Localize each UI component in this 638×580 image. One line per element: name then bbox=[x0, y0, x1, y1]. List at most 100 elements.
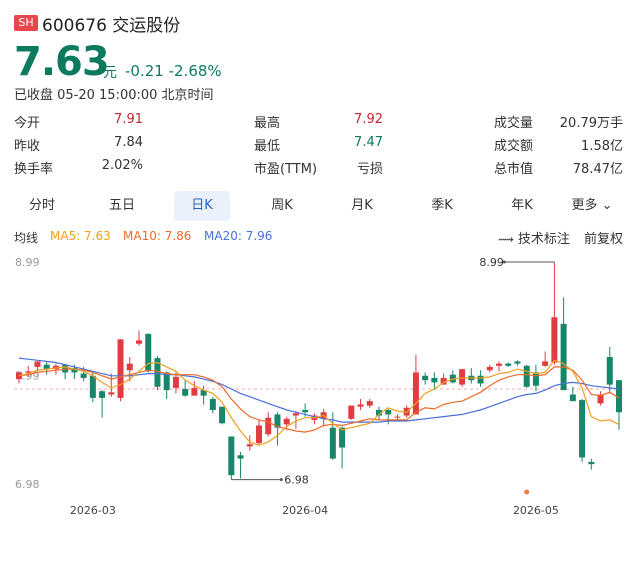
candle-body bbox=[440, 377, 447, 385]
quote-value: 2.02% bbox=[101, 158, 143, 173]
candle-body bbox=[366, 401, 373, 406]
candle-body bbox=[394, 416, 401, 418]
candle-body bbox=[182, 389, 189, 396]
candle-body bbox=[376, 410, 382, 416]
candle-body bbox=[505, 363, 512, 366]
candle-body bbox=[209, 398, 216, 410]
candle-body bbox=[80, 373, 87, 378]
price-unit: 元 bbox=[103, 65, 117, 81]
tab-1[interactable]: 分时 bbox=[14, 191, 70, 221]
x-tick-label: 2026-04 bbox=[282, 504, 328, 517]
candle-body bbox=[292, 413, 299, 416]
candle-body bbox=[219, 406, 226, 424]
exchange-badge: SH bbox=[14, 15, 38, 31]
annotation-icon: ⟿ bbox=[498, 233, 514, 246]
candle-body bbox=[616, 380, 622, 413]
tab-label: 年K bbox=[511, 198, 533, 213]
candle-body bbox=[422, 375, 429, 381]
x-tick-label: 2026-03 bbox=[70, 504, 116, 517]
tab-label: 五日 bbox=[108, 198, 135, 213]
y-tick-label: 6.98 bbox=[15, 478, 40, 491]
candle-body bbox=[348, 405, 355, 419]
candle-body bbox=[34, 361, 41, 367]
candle-body bbox=[256, 425, 262, 444]
candle-body bbox=[163, 372, 170, 391]
change-percent: -2.68% bbox=[168, 62, 222, 80]
candle-body bbox=[459, 369, 466, 385]
chevron-down-icon: ⌄ bbox=[597, 198, 613, 213]
quote-value: 1.58亿 bbox=[581, 139, 623, 154]
candle-body bbox=[385, 410, 392, 415]
candle-body bbox=[191, 387, 198, 396]
ma20-legend: MA20: 7.96 bbox=[204, 229, 273, 243]
max-pointer-dot bbox=[502, 260, 506, 264]
ma10-legend: MA10: 7.86 bbox=[123, 229, 192, 243]
quote-label: 最高 bbox=[254, 116, 281, 131]
candle-body bbox=[99, 391, 106, 398]
quote-value: 7.92 bbox=[354, 112, 383, 127]
event-marker-dot bbox=[524, 489, 530, 495]
candle-body bbox=[579, 400, 586, 458]
tab-label: 更多 bbox=[571, 198, 598, 213]
adjust-button[interactable]: 前复权 bbox=[584, 232, 624, 247]
quote-label: 换手率 bbox=[14, 162, 54, 177]
x-tick-label: 2026-05 bbox=[513, 504, 559, 517]
candle-body bbox=[200, 390, 207, 396]
tab-8[interactable]: 更多 ⌄ bbox=[560, 191, 624, 221]
candle-body bbox=[126, 363, 133, 371]
technical-annotation-button[interactable]: ⟿ 技术标注 bbox=[498, 228, 570, 247]
tab-5[interactable]: 月K bbox=[334, 191, 390, 221]
candle-body bbox=[136, 340, 142, 344]
candle-body bbox=[551, 317, 558, 363]
candle-body bbox=[542, 361, 549, 366]
candle-body bbox=[588, 461, 595, 465]
current-price: 7.63 bbox=[14, 39, 110, 85]
candle-body bbox=[117, 339, 124, 398]
price-change: -0.21 -2.68% bbox=[125, 62, 222, 80]
quote-value: 7.47 bbox=[354, 135, 383, 150]
quote-label: 今开 bbox=[14, 116, 41, 131]
quote-value: 78.47亿 bbox=[572, 162, 623, 177]
annotation-label: 技术标注 bbox=[517, 232, 570, 247]
ma5-legend: MA5: 7.63 bbox=[50, 229, 111, 243]
tab-2[interactable]: 五日 bbox=[94, 191, 150, 221]
tab-3[interactable]: 日K bbox=[174, 191, 230, 221]
quote-value: 7.91 bbox=[114, 112, 143, 127]
candle-body bbox=[486, 366, 493, 371]
candle-body bbox=[412, 372, 419, 415]
candle-body bbox=[265, 417, 272, 435]
change-amount: -0.21 bbox=[125, 62, 164, 80]
tab-label: 季K bbox=[431, 198, 453, 213]
candle-body bbox=[523, 365, 530, 387]
candle-body bbox=[560, 323, 567, 391]
candle-body bbox=[237, 455, 244, 459]
candle-body bbox=[357, 404, 364, 407]
y-tick-label: 8.99 bbox=[15, 256, 40, 269]
min-price-label: 6.98 bbox=[284, 474, 309, 487]
candle-body bbox=[514, 361, 521, 364]
ma-label: 均线 bbox=[14, 231, 39, 245]
candle-body bbox=[89, 375, 96, 398]
candle-body bbox=[25, 371, 32, 373]
quote-label: 昨收 bbox=[14, 139, 41, 154]
tab-label: 月K bbox=[351, 198, 373, 213]
candle-body bbox=[154, 358, 161, 387]
candle-body bbox=[339, 427, 346, 448]
market-status: 已收盘 05-20 15:00:00 北京时间 bbox=[14, 88, 214, 103]
candle-body bbox=[569, 394, 576, 402]
candle-body bbox=[246, 444, 253, 447]
max-price-label: 8.99 bbox=[479, 256, 504, 269]
candle-body bbox=[606, 356, 613, 385]
candle-body bbox=[274, 414, 281, 428]
tab-label: 周K bbox=[271, 198, 293, 213]
candle-body bbox=[172, 376, 179, 388]
tab-7[interactable]: 年K bbox=[494, 191, 550, 221]
candle-body bbox=[145, 333, 152, 372]
tab-4[interactable]: 周K bbox=[254, 191, 310, 221]
ma20-line bbox=[18, 357, 620, 423]
candle-body bbox=[477, 375, 484, 384]
min-pointer-dot bbox=[279, 478, 283, 482]
tab-6[interactable]: 季K bbox=[414, 191, 470, 221]
candle-body bbox=[302, 410, 309, 413]
